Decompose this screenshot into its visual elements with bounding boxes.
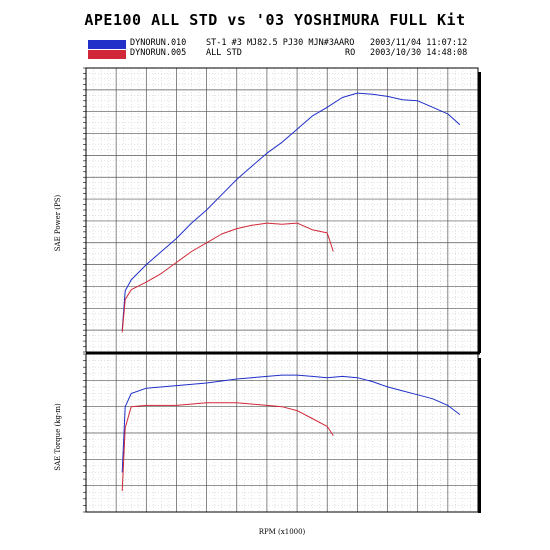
- x-axis-label: RPM (x1000): [259, 528, 306, 536]
- legend-date: 2003/10/30 14:48:08: [370, 48, 468, 58]
- power-plot: [83, 67, 481, 353]
- torque-series-dynorun-005: [121, 402, 334, 491]
- power-axis-label: SAE Power (PS): [54, 194, 62, 251]
- legend-file: DYNORUN.005: [130, 48, 187, 58]
- torque-series-dynorun-010: [121, 374, 461, 473]
- legend-desc: ST-1 #3 MJ82.5 PJ30 MJN#3AARO: [206, 38, 355, 48]
- power-series-dynorun-005: [121, 222, 334, 333]
- legend-swatch-blue: [88, 40, 126, 49]
- power-series-dynorun-010: [121, 92, 461, 331]
- chart-title: APE100 ALL STD vs '03 YOSHIMURA FULL Kit: [84, 11, 466, 29]
- legend-extra: RO: [345, 48, 356, 58]
- legend-entry-1: DYNORUN.010 ST-1 #3 MJ82.5 PJ30 MJN#3AAR…: [88, 38, 508, 51]
- legend-file: DYNORUN.010: [130, 38, 187, 48]
- legend-desc: ALL STD: [206, 48, 242, 58]
- legend-swatch-red: [88, 50, 126, 59]
- torque-plot: [83, 353, 481, 513]
- legend-entry-2: DYNORUN.005 ALL STD RO 2003/10/30 14:48:…: [88, 48, 508, 61]
- legend-date: 2003/11/04 11:07:12: [370, 38, 468, 48]
- torque-axis-label: SAE Torque (kg-m): [54, 403, 62, 471]
